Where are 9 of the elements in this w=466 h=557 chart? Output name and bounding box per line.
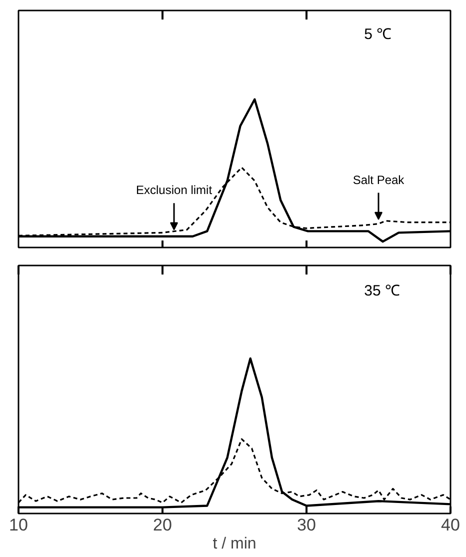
x-axis-title: t / min	[212, 536, 256, 552]
text: 35 ℃	[364, 282, 400, 300]
x-tick-label: 40	[441, 516, 460, 534]
text: 5 ℃	[364, 26, 392, 44]
x-tick-label: 20	[153, 516, 172, 534]
annotation: Salt Peak	[352, 172, 406, 187]
annotation: Exclusion limit	[136, 183, 213, 198]
x-tick-label: 10	[9, 516, 28, 534]
x-tick-label: 30	[297, 516, 316, 534]
